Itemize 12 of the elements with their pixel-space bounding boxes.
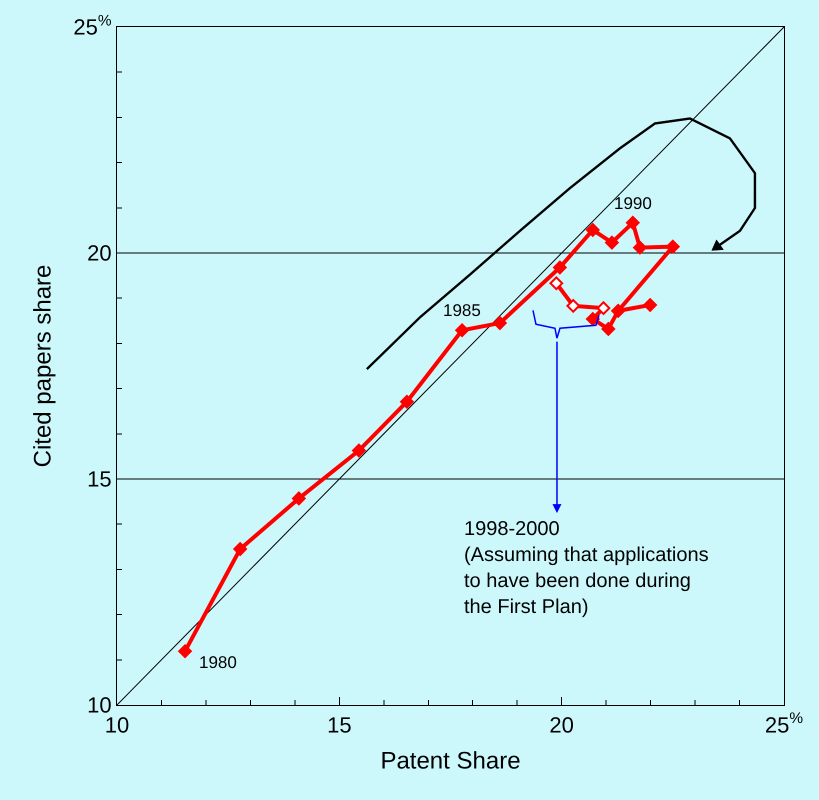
y-tick-label: 25$^{%}$ [73, 12, 112, 40]
x-axis-title: Patent Share [380, 748, 521, 775]
y-tick-label: 15 [87, 466, 112, 492]
annotation: 1985 [443, 301, 481, 320]
y-tick-label: 20 [87, 240, 112, 266]
x-tick-label: 25$^{%}$ [764, 710, 804, 738]
x-tick-label: 15 [327, 712, 352, 738]
annotation: 1990 [614, 194, 652, 213]
y-axis-title: Cited papers share [30, 264, 57, 468]
annotation: 1998-2000 (Assuming that applications to have been done during the First Plan) [464, 518, 709, 618]
x-tick-label: 20 [549, 712, 574, 738]
annotation: 1980 [199, 653, 237, 672]
